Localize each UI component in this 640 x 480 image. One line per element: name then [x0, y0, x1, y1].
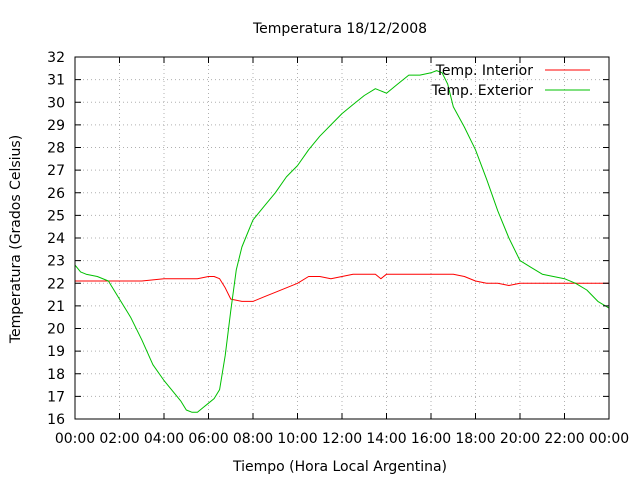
series-line-exterior: [74, 70, 610, 413]
y-tick-label: 18: [47, 367, 65, 383]
x-tick-label: 00:00: [589, 431, 629, 447]
x-tick-label: 18:00: [455, 431, 495, 447]
x-tick-label: 08:00: [233, 431, 273, 447]
series-lines: [74, 70, 610, 413]
chart-title: Temperatura 18/12/2008: [252, 21, 427, 37]
x-tick-label: 00:00: [55, 431, 95, 447]
legend-label: Temp. Exterior: [431, 83, 534, 99]
x-tick-label: 12:00: [322, 431, 362, 447]
y-tick-label: 30: [47, 95, 65, 111]
y-tick-label: 17: [47, 389, 65, 405]
y-tick-label: 24: [47, 231, 65, 247]
y-tick-label: 21: [47, 299, 65, 315]
x-tick-label: 16:00: [411, 431, 451, 447]
x-tick-label: 04:00: [144, 431, 184, 447]
y-tick-label: 23: [47, 254, 65, 270]
y-tick-label: 29: [47, 118, 65, 134]
y-tick-label: 19: [47, 344, 65, 360]
y-tick-label: 16: [47, 412, 65, 428]
x-tick-label: 02:00: [99, 431, 139, 447]
y-tick-label: 22: [47, 276, 65, 292]
y-tick-label: 25: [47, 208, 65, 224]
legend-label: Temp. Interior: [435, 63, 534, 79]
y-tick-label: 32: [47, 50, 65, 66]
y-axis-label: Temperatura (Grados Celsius): [8, 135, 24, 344]
series-line-interior: [75, 273, 609, 302]
y-tick-label: 31: [47, 73, 65, 89]
y-tick-label: 20: [47, 322, 65, 338]
y-tick-label: 26: [47, 186, 65, 202]
x-tick-label: 06:00: [188, 431, 228, 447]
x-tick-label: 10:00: [277, 431, 317, 447]
y-tick-label: 27: [47, 163, 65, 179]
x-tick-label: 20:00: [500, 431, 540, 447]
x-axis-label: Tiempo (Hora Local Argentina): [232, 459, 447, 475]
x-tick-label: 22:00: [544, 431, 584, 447]
x-tick-label: 14:00: [366, 431, 406, 447]
y-tick-label: 28: [47, 141, 65, 157]
legend: Temp. Interior Temp. Exterior: [431, 63, 590, 99]
